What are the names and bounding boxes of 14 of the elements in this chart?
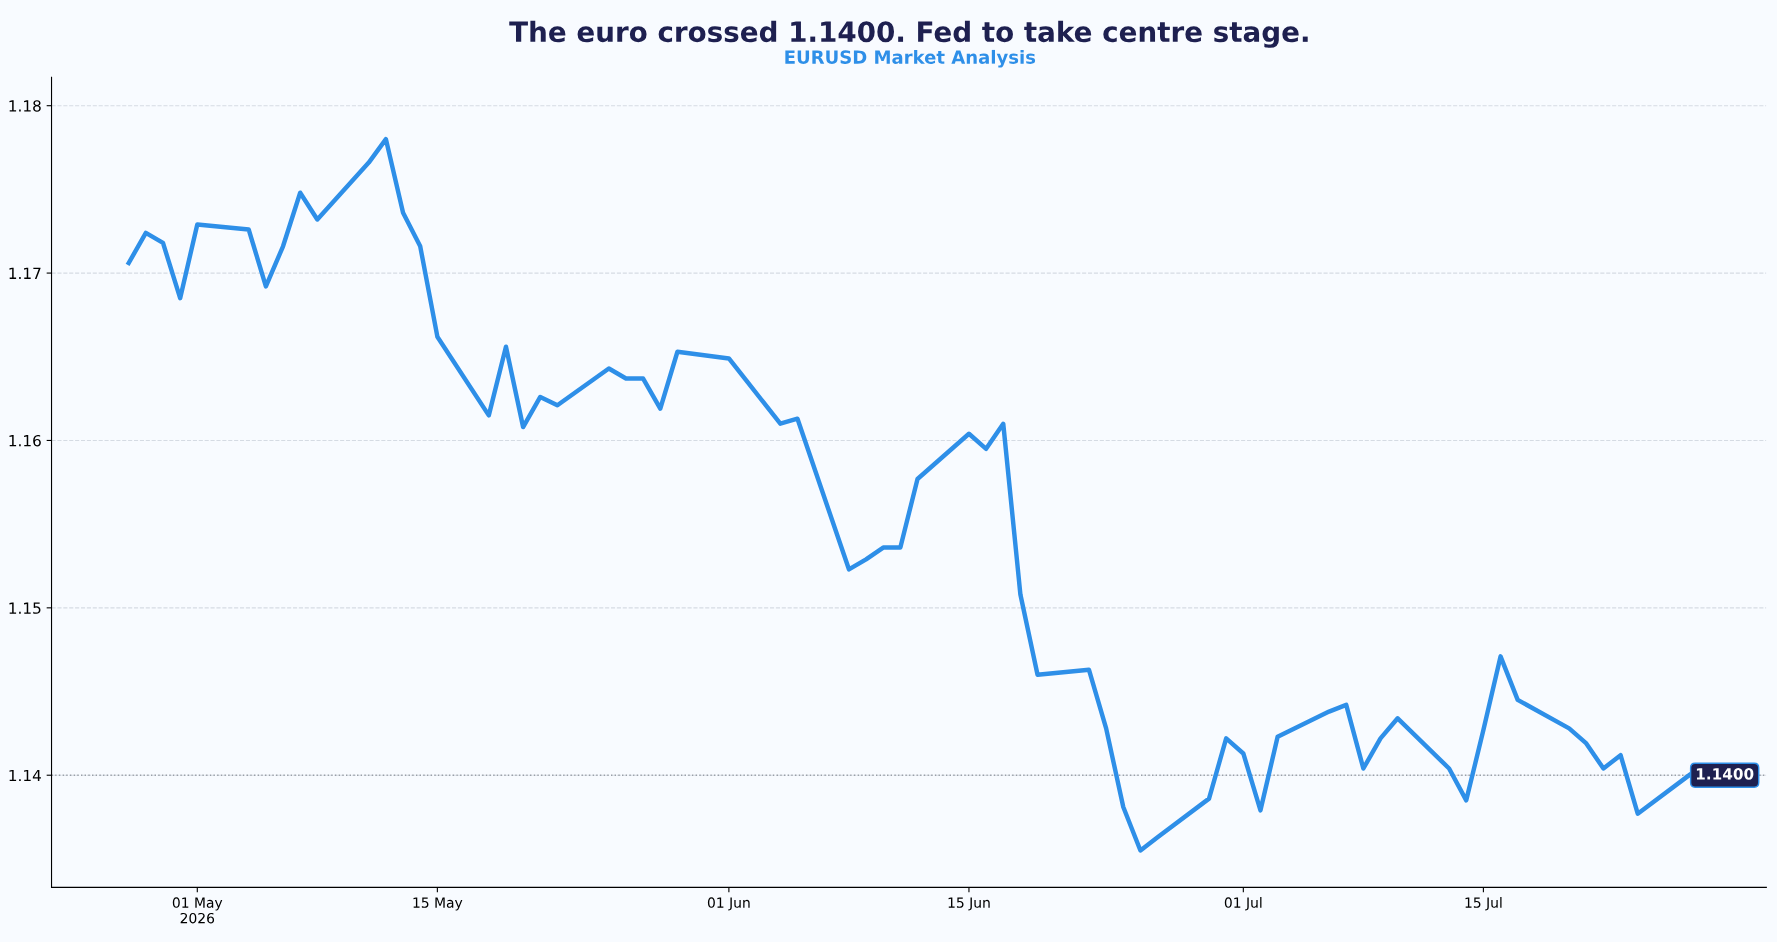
x-tick-label: 15 Jun xyxy=(948,897,990,911)
x-tick-label: 01 May 2026 xyxy=(172,897,223,924)
ref-line-label: 1.1400 xyxy=(1696,768,1754,780)
y-tick-label: 1.17 xyxy=(9,267,41,279)
y-tick-label: 1.14 xyxy=(9,769,41,782)
chart-title: The euro crossed 1.1400. Fed to take centre stage. xyxy=(509,20,1308,48)
y-tick-label: 1.15 xyxy=(9,602,41,614)
x-tick-label: 01 Jul xyxy=(1224,897,1262,911)
y-tick-label: 1.18 xyxy=(9,100,41,112)
y-tick-label: 1.16 xyxy=(9,434,41,447)
x-tick-label: 15 May xyxy=(413,897,463,911)
x-tick-label: 01 Jun xyxy=(707,897,750,911)
x-tick-label: 15 Jul xyxy=(1465,897,1502,911)
chart-subtitle: EURUSD Market Analysis xyxy=(785,49,1036,68)
